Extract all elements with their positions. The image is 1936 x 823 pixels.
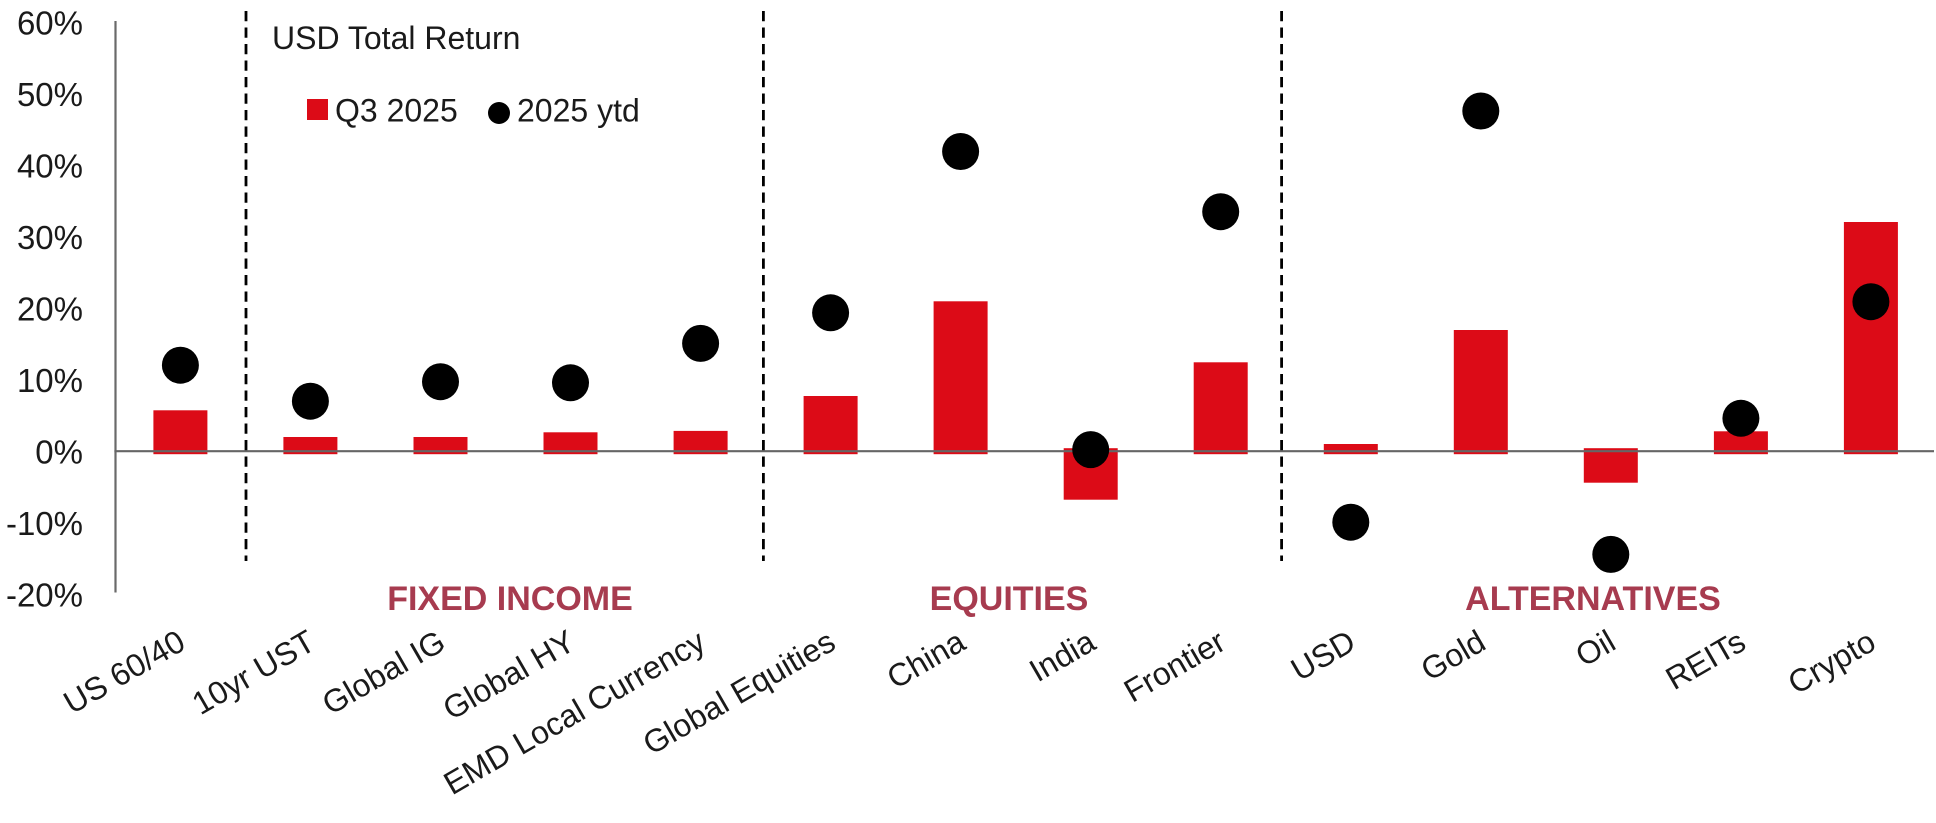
svg-text:EQUITIES: EQUITIES <box>930 580 1089 618</box>
svg-text:-10%: -10% <box>6 505 83 542</box>
svg-text:40%: 40% <box>17 147 83 184</box>
svg-text:0%: 0% <box>35 433 83 470</box>
svg-text:50%: 50% <box>17 76 83 113</box>
svg-text:ALTERNATIVES: ALTERNATIVES <box>1465 580 1721 618</box>
svg-text:FIXED INCOME: FIXED INCOME <box>387 580 633 618</box>
svg-text:-20%: -20% <box>6 576 83 613</box>
svg-text:10%: 10% <box>17 362 83 399</box>
svg-text:60%: 60% <box>17 4 83 41</box>
svg-text:USD Total Return: USD Total Return <box>272 20 520 56</box>
svg-text:20%: 20% <box>17 290 83 327</box>
svg-text:Q3 2025: Q3 2025 <box>335 93 458 129</box>
svg-text:2025 ytd: 2025 ytd <box>517 93 640 129</box>
svg-text:30%: 30% <box>17 219 83 256</box>
